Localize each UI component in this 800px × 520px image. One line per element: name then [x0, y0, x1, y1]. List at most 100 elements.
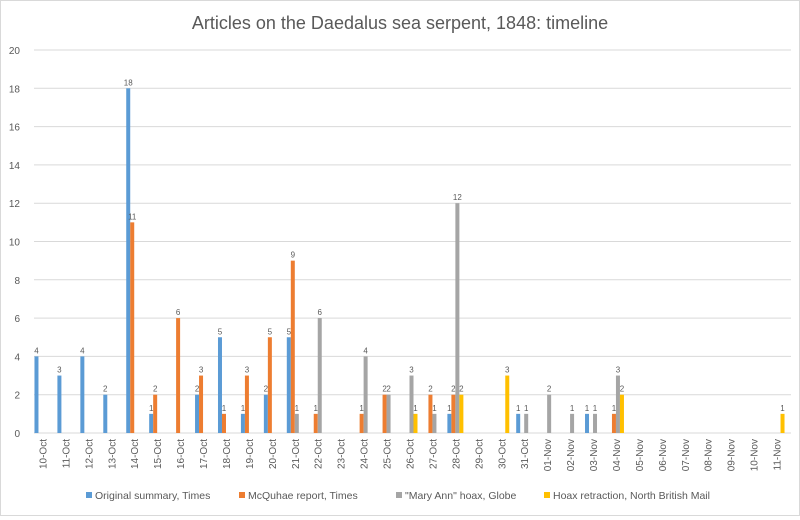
x-tick-label: 29-Oct: [474, 439, 485, 469]
data-label: 3: [505, 366, 510, 375]
data-label: 5: [218, 327, 223, 336]
x-tick-label: 09-Nov: [727, 439, 738, 471]
x-tick-label: 22-Oct: [314, 439, 325, 469]
data-label: 1: [524, 404, 529, 413]
data-label: 2: [382, 385, 387, 394]
y-tick-label: 20: [9, 46, 21, 57]
legend-label: "Mary Ann" hoax, Globe: [405, 490, 517, 502]
bar: [382, 394, 387, 433]
y-tick-label: 8: [14, 276, 20, 287]
x-tick-label: 06-Nov: [658, 439, 669, 471]
legend-swatch: [544, 492, 550, 498]
x-tick-label: 28-Oct: [451, 439, 462, 469]
data-label: 1: [585, 404, 590, 413]
data-label: 1: [314, 404, 319, 413]
legend-label: McQuhae report, Times: [248, 490, 358, 502]
x-tick-label: 27-Oct: [428, 439, 439, 469]
data-label: 2: [428, 385, 433, 394]
y-tick-label: 2: [14, 391, 20, 402]
data-label: 1: [359, 404, 364, 413]
bar: [451, 394, 456, 433]
data-label: 1: [516, 404, 521, 413]
y-tick-label: 6: [14, 314, 20, 325]
bar: [447, 413, 452, 433]
data-label: 6: [176, 308, 181, 317]
legend-label: Original summary, Times: [95, 490, 210, 502]
x-tick-label: 14-Oct: [130, 439, 141, 469]
bar: [126, 88, 131, 434]
y-tick-label: 4: [14, 352, 20, 363]
bar: [428, 394, 433, 433]
chart-title: Articles on the Daedalus sea serpent, 18…: [192, 13, 608, 33]
x-tick-label: 10-Oct: [38, 439, 49, 469]
data-label: 2: [153, 385, 158, 394]
data-label: 1: [447, 404, 452, 413]
data-label: 4: [80, 346, 85, 355]
bar: [409, 375, 414, 433]
bar: [413, 413, 418, 433]
bar: [432, 413, 437, 433]
data-label: 1: [222, 404, 227, 413]
data-label: 6: [318, 308, 323, 317]
bar: [294, 413, 299, 433]
data-label: 1: [780, 404, 785, 413]
bar: [359, 413, 364, 433]
bar: [363, 356, 368, 433]
bar: [455, 203, 460, 433]
data-label: 1: [593, 404, 598, 413]
bar: [130, 222, 135, 433]
data-label: 2: [459, 385, 464, 394]
y-tick-label: 16: [9, 123, 21, 134]
data-label: 3: [409, 366, 414, 375]
bar: [149, 413, 154, 433]
bar: [263, 394, 268, 433]
data-label: 1: [612, 404, 617, 413]
bar: [615, 375, 620, 433]
bar: [80, 356, 85, 433]
legend-swatch: [239, 492, 245, 498]
legend-label: Hoax retraction, North British Mail: [553, 490, 710, 502]
data-label: 2: [103, 385, 108, 394]
bar: [516, 413, 521, 433]
bar: [780, 413, 785, 433]
data-label: 1: [432, 404, 437, 413]
legend-swatch: [86, 492, 92, 498]
bar: [153, 394, 158, 433]
data-label: 12: [453, 193, 462, 202]
bar: [267, 337, 272, 433]
bar: [611, 413, 616, 433]
x-tick-label: 25-Oct: [383, 439, 394, 469]
x-tick-label: 03-Nov: [589, 439, 600, 471]
bar: [570, 413, 575, 433]
x-tick-label: 17-Oct: [199, 439, 210, 469]
x-tick-label: 12-Oct: [84, 439, 95, 469]
x-tick-label: 23-Oct: [337, 439, 348, 469]
y-tick-label: 10: [9, 238, 21, 249]
bar: [286, 337, 291, 433]
bar: [313, 413, 318, 433]
bar: [593, 413, 598, 433]
data-label: 2: [547, 385, 552, 394]
x-tick-label: 16-Oct: [176, 439, 187, 469]
data-label: 9: [291, 251, 296, 260]
bar: [290, 260, 295, 433]
data-label: 3: [57, 366, 62, 375]
x-tick-label: 20-Oct: [268, 439, 279, 469]
bar: [585, 413, 590, 433]
y-tick-label: 14: [9, 161, 21, 172]
x-tick-label: 04-Nov: [612, 439, 623, 471]
x-tick-label: 18-Oct: [222, 439, 233, 469]
x-tick-label: 21-Oct: [291, 439, 302, 469]
data-label: 11: [128, 212, 137, 221]
x-tick-label: 26-Oct: [406, 439, 417, 469]
data-label: 5: [287, 327, 292, 336]
bar: [195, 394, 200, 433]
bar: [34, 356, 39, 433]
bar: [524, 413, 529, 433]
data-label: 2: [195, 385, 200, 394]
data-label: 4: [34, 346, 39, 355]
y-tick-label: 18: [9, 84, 21, 95]
data-label: 1: [241, 404, 246, 413]
bar: [386, 394, 391, 433]
